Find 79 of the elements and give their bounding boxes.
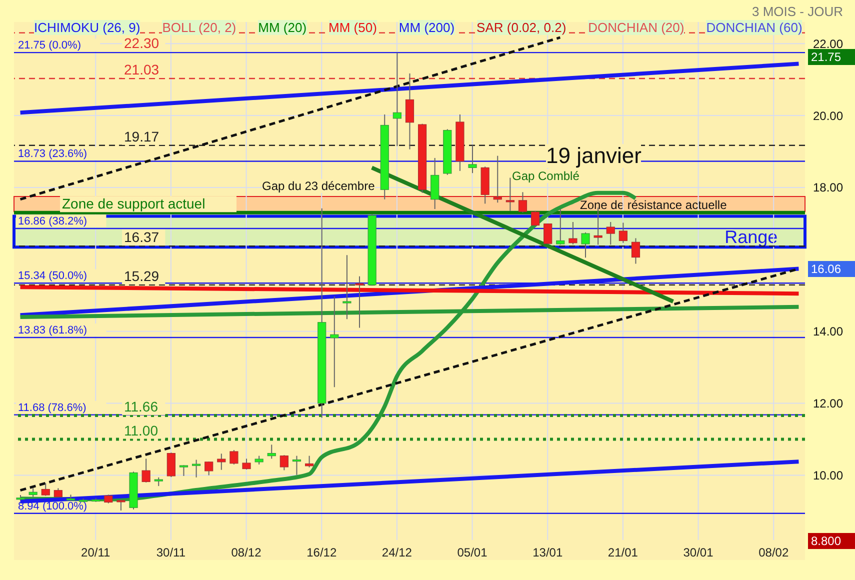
- x-tick-label: 16/12: [306, 546, 337, 560]
- band-label: Zone de résistance actuelle: [580, 198, 728, 212]
- candlestick: [267, 444, 276, 460]
- ref-line-label: 19.17: [124, 128, 160, 144]
- candlestick: [468, 144, 477, 174]
- y-tick-label: 12.00: [813, 396, 844, 411]
- candlestick: [618, 222, 628, 244]
- x-tick-label: 13/01: [532, 546, 563, 560]
- candlestick: [342, 254, 352, 320]
- band-label: Range: [724, 227, 778, 248]
- candlestick: [192, 459, 201, 478]
- annotation: BOLL (20, 2): [162, 20, 236, 35]
- candlestick: [556, 208, 565, 246]
- candlestick: [405, 72, 414, 150]
- y-tick-label: 10.00: [813, 468, 844, 483]
- annotation: DONCHIAN (20): [588, 20, 684, 35]
- text: 21.75: [808, 48, 855, 65]
- annotation: SAR (0.02, 0.2): [476, 20, 566, 35]
- candlestick: [242, 458, 251, 470]
- ref-line-label: 11.00: [124, 422, 158, 438]
- candlestick: [392, 52, 402, 147]
- ref-line-label: 21.75 (0.0%): [18, 40, 81, 52]
- text: 8.800: [808, 532, 855, 549]
- candlestick: [606, 222, 615, 246]
- ref-line-label: 13.83 (61.8%): [18, 324, 88, 336]
- x-tick-label: 30/01: [683, 546, 714, 560]
- candlestick: [166, 452, 176, 478]
- candlestick: [41, 482, 50, 496]
- x-tick-label: 30/11: [156, 546, 186, 560]
- candlestick: [530, 210, 540, 226]
- annotation: Gap du 23 décembre: [262, 178, 375, 193]
- annotation: Gap Comblé: [512, 169, 580, 184]
- candlestick: [280, 454, 288, 471]
- candlestick: [179, 464, 188, 476]
- candlestick: [355, 276, 364, 328]
- candlestick: [292, 455, 302, 476]
- candlestick: [493, 155, 502, 204]
- ref-line-label: 22.30: [124, 34, 160, 51]
- candlestick: [581, 232, 590, 258]
- candlestick: [230, 450, 238, 465]
- text: 16.06: [808, 261, 855, 278]
- ref-line-label: 11.68 (78.6%): [18, 402, 86, 414]
- ref-line-label: 16.86 (38.2%): [18, 215, 88, 228]
- ref-line-label: 15.29: [124, 268, 160, 284]
- y-tick-label: 14.00: [813, 324, 844, 339]
- candlestick: [54, 488, 62, 498]
- ref-line-label: 16.37: [124, 229, 160, 246]
- x-tick-label: 24/12: [382, 546, 412, 560]
- annotation: MM (50): [328, 20, 377, 35]
- ref-line-label: 18.73 (23.6%): [18, 148, 88, 160]
- x-tick-label: 05/01: [457, 546, 488, 560]
- x-tick-label: 08/02: [758, 546, 789, 560]
- x-tick-label: 08/12: [231, 546, 262, 560]
- annotation: MM (20): [258, 20, 307, 35]
- y-tick-label: 22.00: [813, 36, 844, 51]
- annotation: 19 janvier: [546, 143, 642, 168]
- candlestick: [142, 458, 150, 483]
- annotation: MM (200): [398, 20, 455, 35]
- ref-line-label: 15.34 (50.0%): [18, 270, 88, 282]
- x-tick-label: 20/11: [81, 546, 111, 560]
- y-tick-label: 20.00: [813, 108, 844, 123]
- candlestick: [204, 461, 214, 476]
- candlestick: [568, 222, 578, 245]
- x-tick-label: 21/01: [608, 546, 638, 560]
- candlestick: [304, 455, 314, 468]
- y-tick-label: 18.00: [813, 180, 844, 195]
- candlestick: [330, 296, 339, 388]
- ref-line-label: 21.03: [124, 61, 160, 78]
- candlestick: [506, 177, 514, 212]
- annotation: ICHIMOKU (26, 9): [34, 20, 140, 35]
- ref-line-label: 11.66: [124, 398, 158, 415]
- ref-line-label: Zone de support actuel: [62, 196, 206, 212]
- candlestick: [116, 498, 126, 512]
- text: 3 MOIS - JOUR: [752, 4, 843, 19]
- candlestick: [217, 453, 226, 470]
- candlestick: [631, 238, 640, 264]
- candlestick: [544, 222, 552, 245]
- candlestick: [518, 192, 528, 214]
- annotation: DONCHIAN (60): [706, 20, 802, 35]
